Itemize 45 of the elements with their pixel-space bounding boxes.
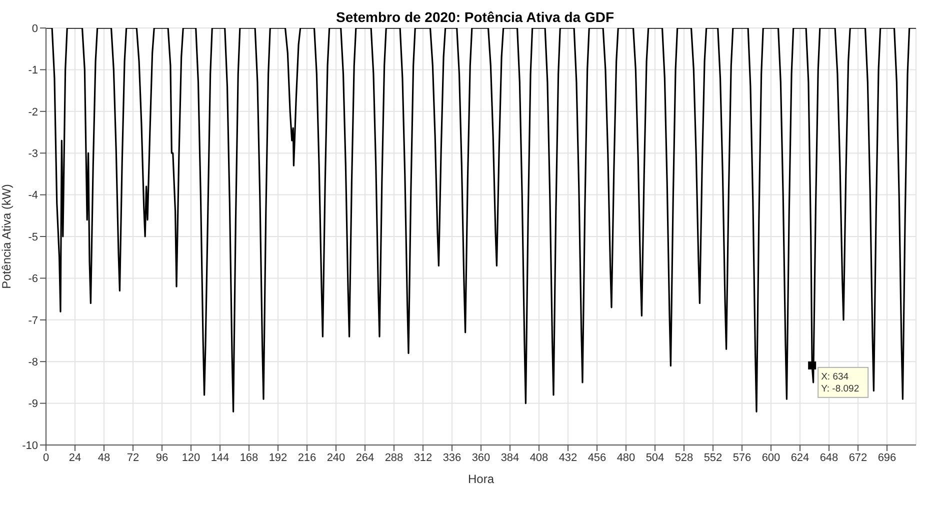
x-tick-label: 312 (414, 452, 432, 464)
x-tick-label: 264 (356, 452, 374, 464)
x-tick-label: 384 (500, 452, 520, 464)
x-tick-label: 648 (820, 452, 838, 464)
x-tick-label: 144 (210, 452, 230, 464)
x-tick-label: 432 (558, 452, 578, 464)
x-tick-label: 240 (326, 452, 346, 464)
x-tick-label: 504 (646, 452, 664, 464)
y-axis-title: Potência Ativa (kW) (0, 184, 14, 289)
x-tick-label: 528 (674, 452, 694, 464)
x-axis-title: Hora (468, 472, 494, 486)
x-tick-label: 360 (472, 452, 490, 464)
annotation: X: 634 Y: -8.092 (821, 371, 860, 394)
x-tick-label: 96 (156, 452, 168, 464)
y-tick-label: -4 (28, 190, 38, 202)
x-tick-label: 552 (704, 452, 722, 464)
y-tick-label: -6 (28, 273, 38, 286)
chart-title: Setembro de 2020: Potência Ativa da GDF (336, 9, 614, 25)
y-tick-label: -8 (28, 356, 38, 369)
x-tick-label: 696 (878, 452, 896, 464)
x-tick-label: 168 (240, 452, 258, 464)
y-tick-label: -10 (22, 440, 38, 452)
x-tick-label: 216 (298, 452, 316, 464)
x-tick-label: 672 (848, 452, 868, 464)
x-tick-label: 0 (42, 452, 50, 464)
x-tick-label: 288 (384, 452, 404, 464)
x-tick-label: 456 (588, 452, 606, 464)
x-tick-label: 624 (790, 452, 810, 464)
x-tick-label: 120 (182, 452, 200, 464)
y-tick-label: 0 (32, 22, 38, 35)
y-tick-label: -9 (28, 398, 38, 410)
x-tick-label: 336 (442, 452, 462, 464)
y-tick-label: -7 (28, 314, 38, 327)
y-tick-label: -2 (28, 106, 38, 118)
x-tick-label: 72 (126, 452, 140, 464)
x-tick-label: 600 (762, 452, 780, 464)
x-tick-label: 576 (732, 452, 752, 464)
x-tick-label: 24 (68, 452, 82, 464)
x-tick-label: 408 (530, 452, 548, 464)
x-tick-label: 48 (98, 452, 110, 464)
x-tick-label: 480 (616, 452, 636, 464)
y-tick-label: -3 (28, 148, 38, 160)
y-tick-label: -1 (28, 64, 38, 77)
x-tick-label: 192 (268, 452, 288, 464)
y-tick-label: -5 (28, 231, 38, 244)
